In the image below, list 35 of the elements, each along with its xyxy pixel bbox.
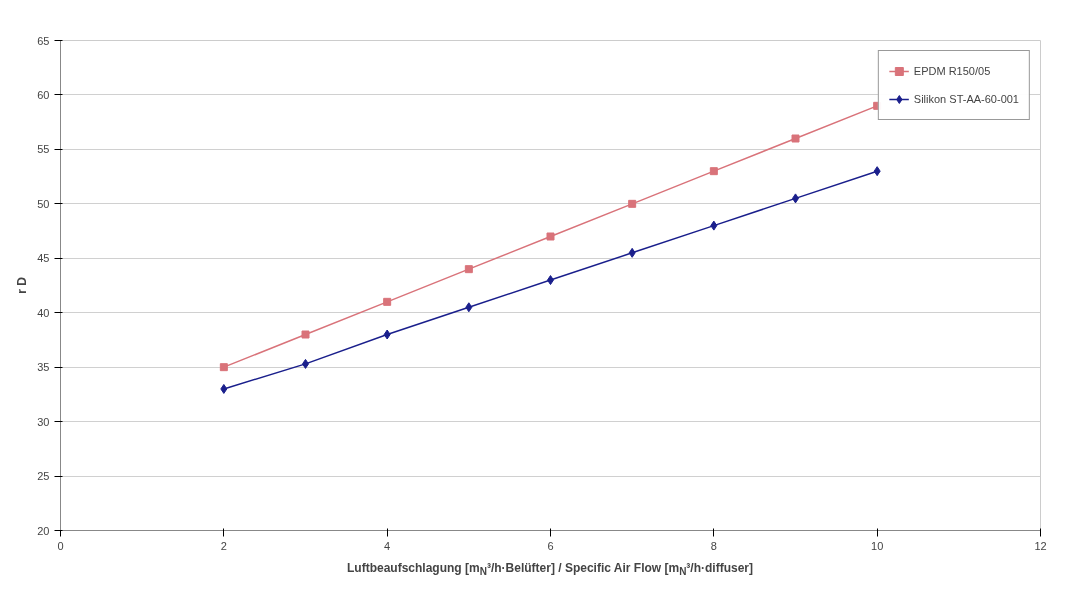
point	[383, 297, 392, 306]
point	[873, 166, 881, 177]
y-tick-label: 55	[37, 143, 50, 156]
point	[710, 220, 718, 231]
x-tick-label: 8	[710, 539, 717, 552]
point	[301, 330, 310, 339]
y-tick-label: 30	[37, 415, 50, 428]
y-tick-label: 65	[37, 34, 50, 47]
point	[546, 232, 555, 241]
y-tick-label: 35	[37, 361, 50, 374]
x-tick-label: 10	[871, 539, 884, 552]
x-axis-title: Luftbeaufschlagung [m$_{N}$³/h·Belüfter] / Specific Air Flow [m$_{N}$³/h·diffuser]	[346, 560, 754, 580]
y-tick-label: 50	[37, 197, 50, 210]
x-tick-label: 4	[384, 539, 391, 552]
point	[383, 329, 391, 340]
legend-label: Silikon ST-AA-60-001	[913, 93, 1019, 105]
point	[219, 363, 228, 372]
y-tick-label: 45	[37, 252, 50, 265]
point	[628, 247, 636, 258]
point	[464, 265, 473, 274]
point	[628, 199, 637, 208]
y-axis-title: r D	[15, 276, 30, 294]
x-tick-label: 2	[220, 539, 227, 552]
y-tick-label: 60	[37, 88, 50, 101]
y-tick-label: 20	[37, 524, 50, 537]
x-tick-label: 12	[1034, 539, 1047, 552]
legend-label: EPDM R150/05	[913, 65, 991, 77]
x-tick-label: 6	[547, 539, 554, 552]
point	[220, 383, 228, 394]
point	[465, 302, 473, 313]
point	[791, 134, 800, 143]
point	[709, 167, 718, 176]
y-tick-label: 25	[37, 470, 50, 483]
y-tick-label: 40	[37, 306, 50, 319]
x-tick-label: 0	[57, 539, 64, 552]
